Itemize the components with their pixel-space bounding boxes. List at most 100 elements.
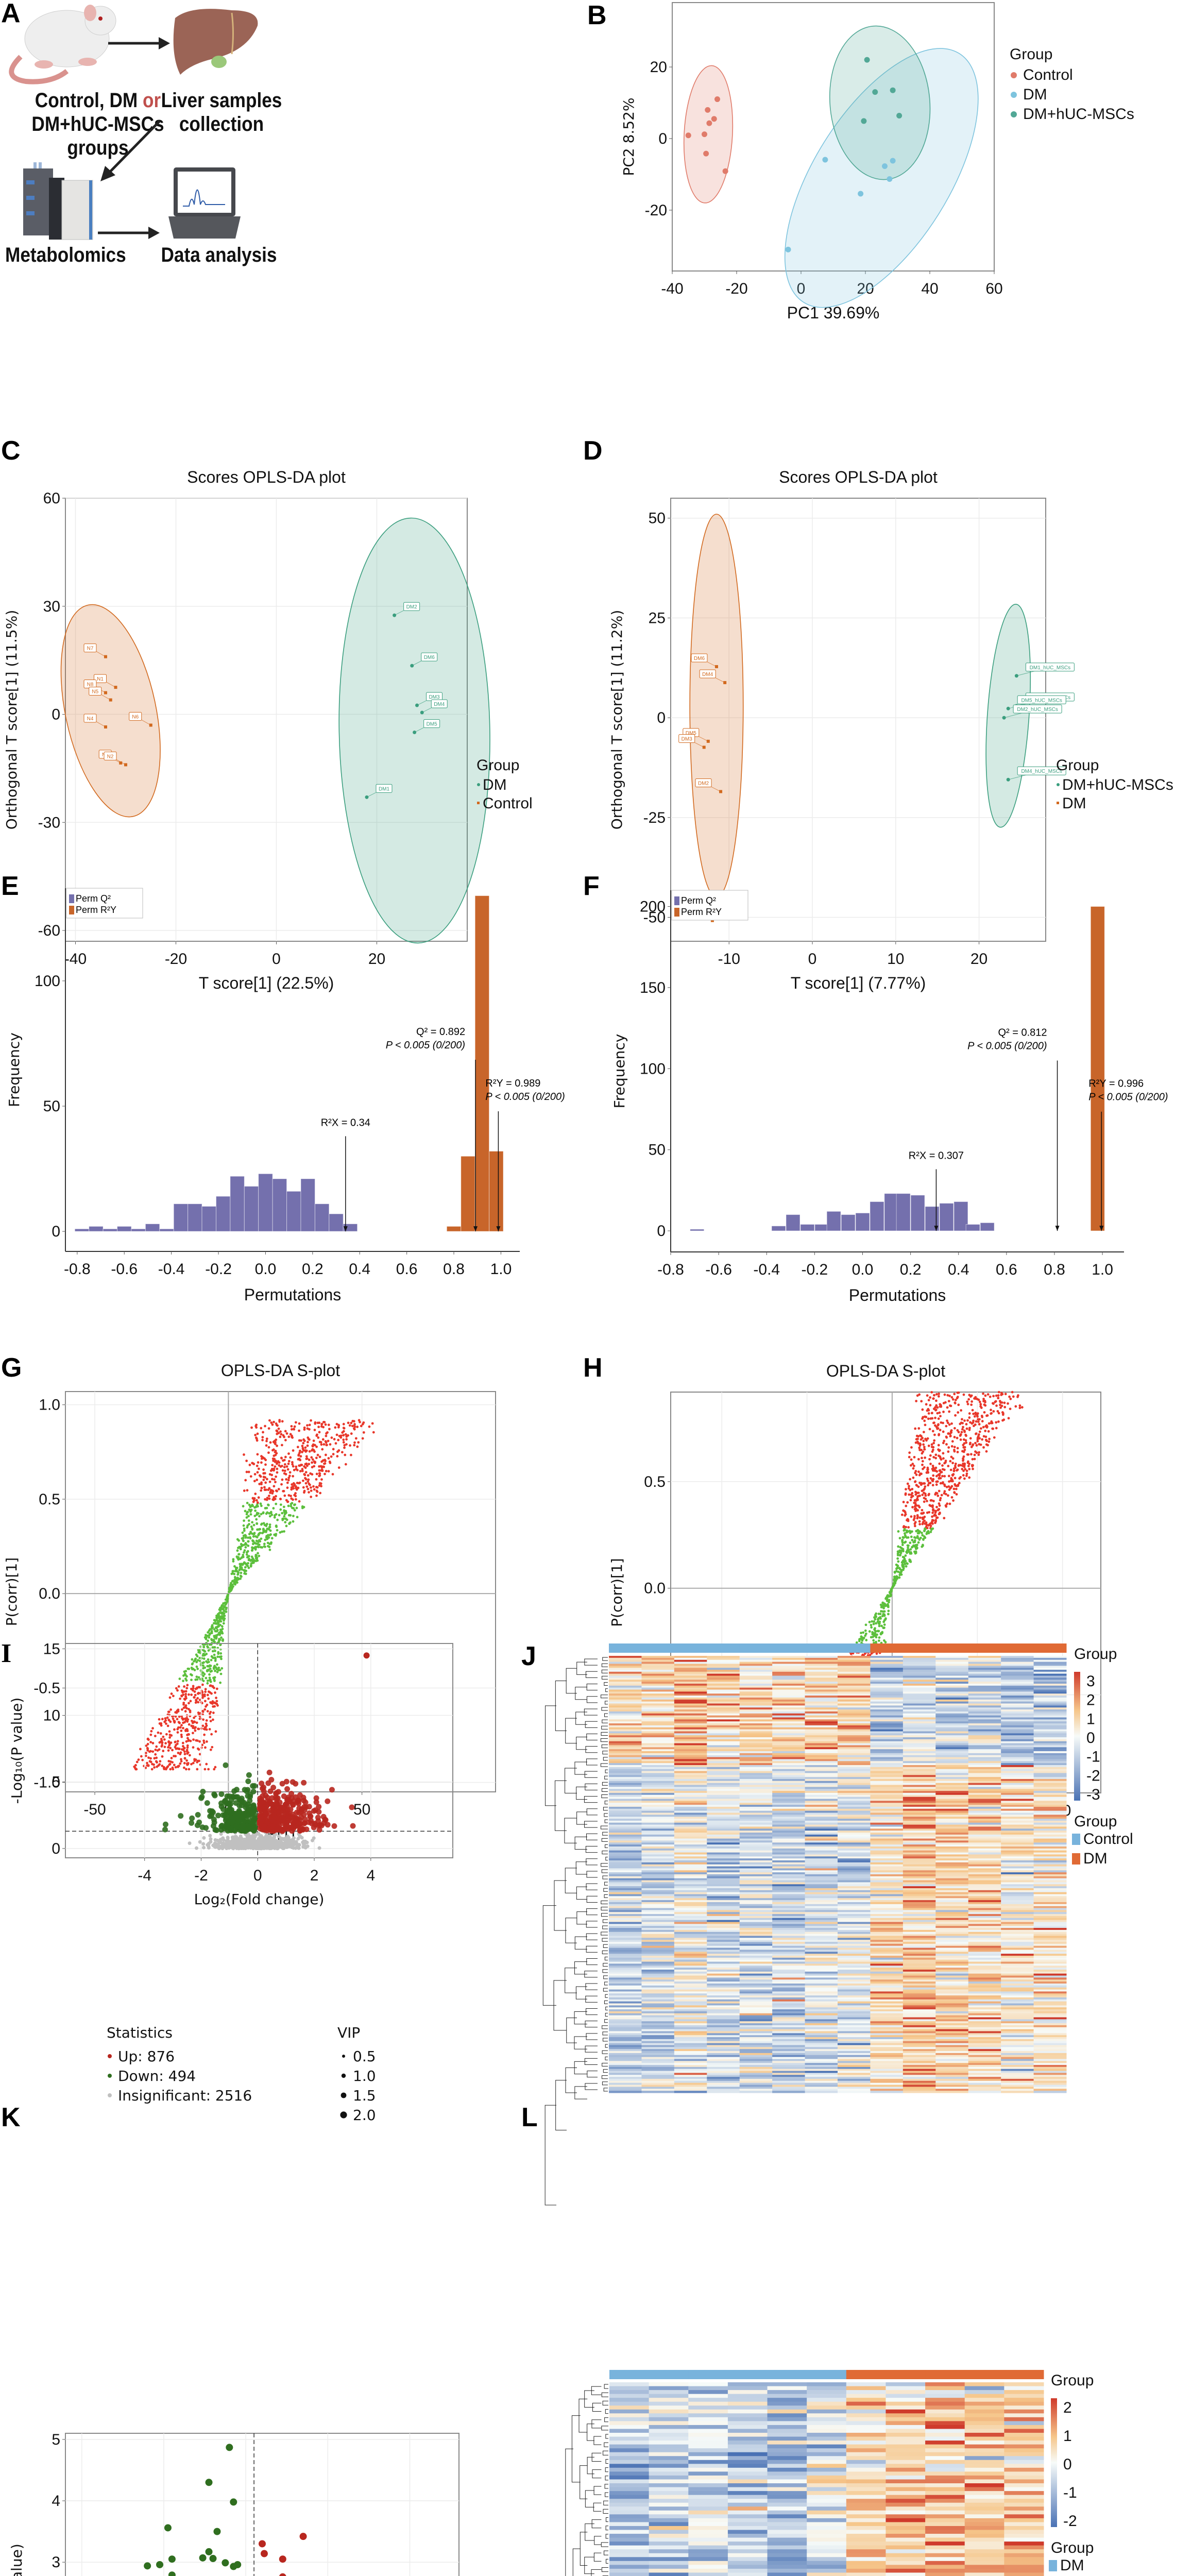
data-point xyxy=(910,1535,913,1538)
data-point xyxy=(210,1658,213,1662)
data-point xyxy=(236,1549,239,1552)
data-point-down xyxy=(162,1826,168,1833)
data-point xyxy=(242,1524,245,1527)
data-point xyxy=(278,1419,281,1421)
data-point xyxy=(970,1446,973,1448)
data-point xyxy=(261,1455,264,1459)
data-point xyxy=(234,1578,237,1581)
data-point xyxy=(186,1746,189,1749)
data-point xyxy=(968,1476,971,1479)
data-point xyxy=(308,1450,311,1453)
sample-label-box xyxy=(1017,766,1066,775)
data-point xyxy=(222,1617,225,1620)
data-point-insignificant xyxy=(230,1836,234,1840)
data-point xyxy=(245,1516,248,1519)
data-point-down xyxy=(244,1788,250,1794)
data-point xyxy=(951,1440,954,1443)
data-point xyxy=(149,1750,152,1753)
data-point xyxy=(273,1454,276,1458)
data-point xyxy=(933,1433,936,1436)
data-point xyxy=(212,1718,214,1721)
data-point-up xyxy=(268,1776,275,1783)
data-point xyxy=(135,1768,138,1771)
data-point xyxy=(945,1485,948,1488)
data-point xyxy=(934,1519,937,1522)
data-point xyxy=(270,1541,273,1544)
data-point-insignificant xyxy=(223,1842,227,1846)
data-point xyxy=(302,1438,305,1441)
data-point xyxy=(328,1428,331,1431)
data-point xyxy=(215,1668,218,1671)
data-point xyxy=(264,1459,267,1462)
data-point xyxy=(171,1761,174,1764)
data-point xyxy=(161,1764,164,1767)
data-point xyxy=(164,1768,167,1771)
data-point xyxy=(888,1599,891,1602)
data-point xyxy=(868,1630,871,1633)
data-point xyxy=(950,1445,953,1448)
data-point xyxy=(236,1538,239,1541)
data-point xyxy=(918,1523,921,1526)
data-point xyxy=(938,1508,941,1511)
data-point xyxy=(191,1719,193,1722)
data-point xyxy=(1004,1393,1007,1396)
data-point xyxy=(969,1437,972,1440)
data-point xyxy=(334,1442,337,1445)
data-point xyxy=(1018,1406,1021,1410)
data-point xyxy=(942,1452,945,1455)
legend-title: Statistics xyxy=(107,2024,173,2041)
data-point-insignificant xyxy=(291,1839,295,1843)
data-point xyxy=(885,1596,888,1599)
x-tick-label: 0.2 xyxy=(900,1261,922,1278)
histogram-bar xyxy=(286,1191,301,1232)
data-point xyxy=(188,1702,190,1705)
data-point xyxy=(932,1474,935,1477)
data-point xyxy=(934,1453,938,1456)
data-point xyxy=(207,1658,210,1661)
data-point xyxy=(202,1718,205,1721)
data-point xyxy=(919,1438,923,1441)
data-point xyxy=(930,1391,933,1394)
data-point-up xyxy=(268,1801,275,1807)
data-point xyxy=(910,1446,913,1449)
data-point xyxy=(255,1499,258,1502)
data-point xyxy=(201,1694,205,1697)
data-point xyxy=(219,1652,223,1655)
data-point-insignificant xyxy=(208,1834,212,1838)
data-point xyxy=(156,1761,158,1764)
data-point xyxy=(945,1443,948,1446)
x-tick-label: 0.4 xyxy=(349,1261,370,1278)
data-point xyxy=(251,1521,253,1524)
data-point xyxy=(263,1486,266,1489)
data-point xyxy=(283,1435,285,1438)
data-point xyxy=(258,1515,261,1518)
data-point xyxy=(245,1569,248,1572)
data-point xyxy=(926,1531,929,1534)
data-point xyxy=(315,1434,318,1437)
data-point xyxy=(176,1718,179,1721)
data-point xyxy=(181,1708,183,1711)
data-point xyxy=(251,1543,254,1546)
data-point xyxy=(264,1463,267,1466)
sample-label: DM6 xyxy=(424,655,435,660)
data-point xyxy=(933,1513,936,1516)
data-point xyxy=(939,1415,942,1418)
data-point xyxy=(822,157,828,163)
data-point xyxy=(971,1409,974,1412)
y-axis-label: P(corr)[1] xyxy=(608,1558,625,1626)
data-point xyxy=(160,1724,163,1727)
y-axis-label: Orthogonal T score[1] (11.5%) xyxy=(3,610,20,830)
data-point xyxy=(189,1739,192,1742)
x-axis-label: Permutations xyxy=(849,1286,946,1304)
data-point xyxy=(260,1483,263,1486)
data-point xyxy=(985,1425,989,1428)
data-point xyxy=(158,1718,161,1721)
data-point xyxy=(267,1427,270,1430)
data-point xyxy=(353,1423,356,1426)
data-point xyxy=(864,1623,867,1626)
data-point xyxy=(320,1478,323,1481)
data-point xyxy=(887,176,893,182)
data-point xyxy=(947,1465,950,1467)
data-point xyxy=(287,1462,290,1465)
data-point xyxy=(236,1579,239,1581)
